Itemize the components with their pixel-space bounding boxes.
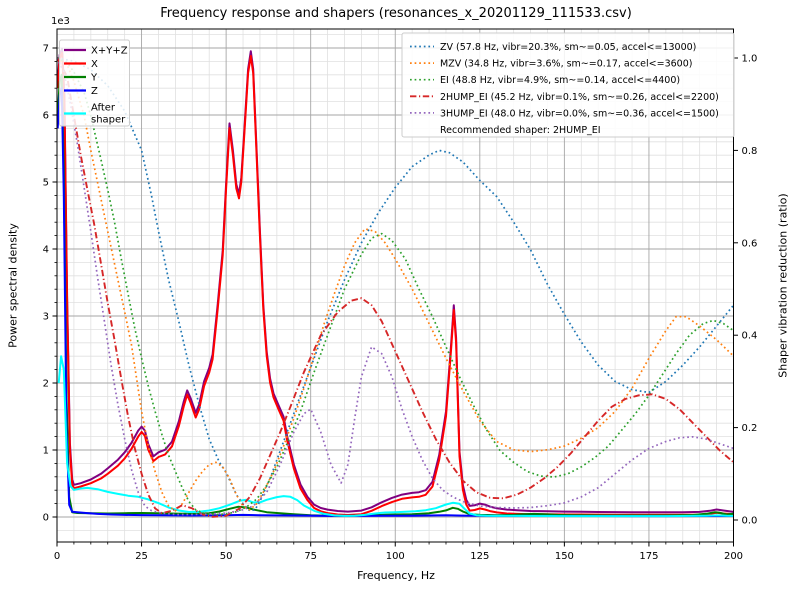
legend-label-z: Z — [91, 86, 98, 97]
shaper-legend: ZV (57.8 Hz, vibr=20.3%, sm~=0.05, accel… — [401, 32, 735, 138]
legend-label-hump2: 2HUMP_EI (45.2 Hz, vibr=0.1%, sm~=0.26, … — [440, 92, 719, 103]
y-right-tick-label: 0.8 — [742, 146, 758, 157]
y-right-tick-label: 0.0 — [742, 516, 758, 527]
legend-label-y: Y — [90, 73, 98, 84]
x-tick-label: 150 — [555, 551, 574, 562]
series-hump3 — [57, 57, 734, 516]
series-group — [57, 47, 734, 518]
series-sum — [57, 47, 734, 514]
y-right-tick-label: 0.6 — [742, 238, 758, 249]
legend-label-after_shaper-2: shaper — [91, 115, 126, 126]
y-right-tick-label: 1.0 — [742, 54, 758, 65]
x-axis-label: Frequency, Hz — [357, 569, 435, 582]
x-tick-label: 25 — [135, 551, 148, 562]
legend-label-hump3: 3HUMP_EI (48.0 Hz, vibr=0.0%, sm~=0.36, … — [440, 108, 719, 119]
series-zv — [57, 57, 734, 512]
x-tick-label: 200 — [724, 551, 743, 562]
x-tick-label: 100 — [386, 551, 405, 562]
y-left-tick-label: 3 — [43, 312, 49, 323]
y-left-tick-label: 7 — [43, 44, 49, 55]
chart-title: Frequency response and shapers (resonanc… — [160, 6, 632, 21]
y-left-tick-label: 6 — [43, 111, 49, 122]
y-left-tick-label: 0 — [43, 513, 49, 524]
y-left-tick-label: 5 — [43, 178, 49, 189]
y-left-tick-label: 2 — [43, 379, 49, 390]
x-tick-label: 175 — [639, 551, 658, 562]
x-tick-label: 0 — [54, 551, 60, 562]
legend-label-x: X — [91, 59, 98, 70]
y-right-tick-label: 0.2 — [742, 423, 758, 434]
series-x — [57, 51, 734, 516]
y-left-offset-label: 1e3 — [51, 16, 70, 27]
x-tick-label: 50 — [220, 551, 233, 562]
legend-label-after_shaper: After — [91, 103, 116, 114]
y-right-tick-label: 0.4 — [742, 331, 758, 342]
legend-label-sum: X+Y+Z — [91, 46, 128, 57]
series-after_shaper — [57, 355, 734, 518]
y-left-tick-label: 4 — [43, 245, 49, 256]
legend-label-zv: ZV (57.8 Hz, vibr=20.3%, sm~=0.05, accel… — [440, 42, 696, 53]
series-ei — [57, 57, 734, 516]
legend-label-mzv: MZV (34.8 Hz, vibr=3.6%, sm~=0.17, accel… — [440, 59, 692, 70]
legend-recommended-shaper: Recommended shaper: 2HUMP_EI — [440, 125, 601, 136]
y-left-tick-label: 1 — [43, 446, 49, 457]
legend-label-ei: EI (48.8 Hz, vibr=4.9%, sm~=0.14, accel<… — [440, 75, 680, 86]
x-tick-label: 125 — [470, 551, 489, 562]
x-tick-label: 75 — [304, 551, 317, 562]
